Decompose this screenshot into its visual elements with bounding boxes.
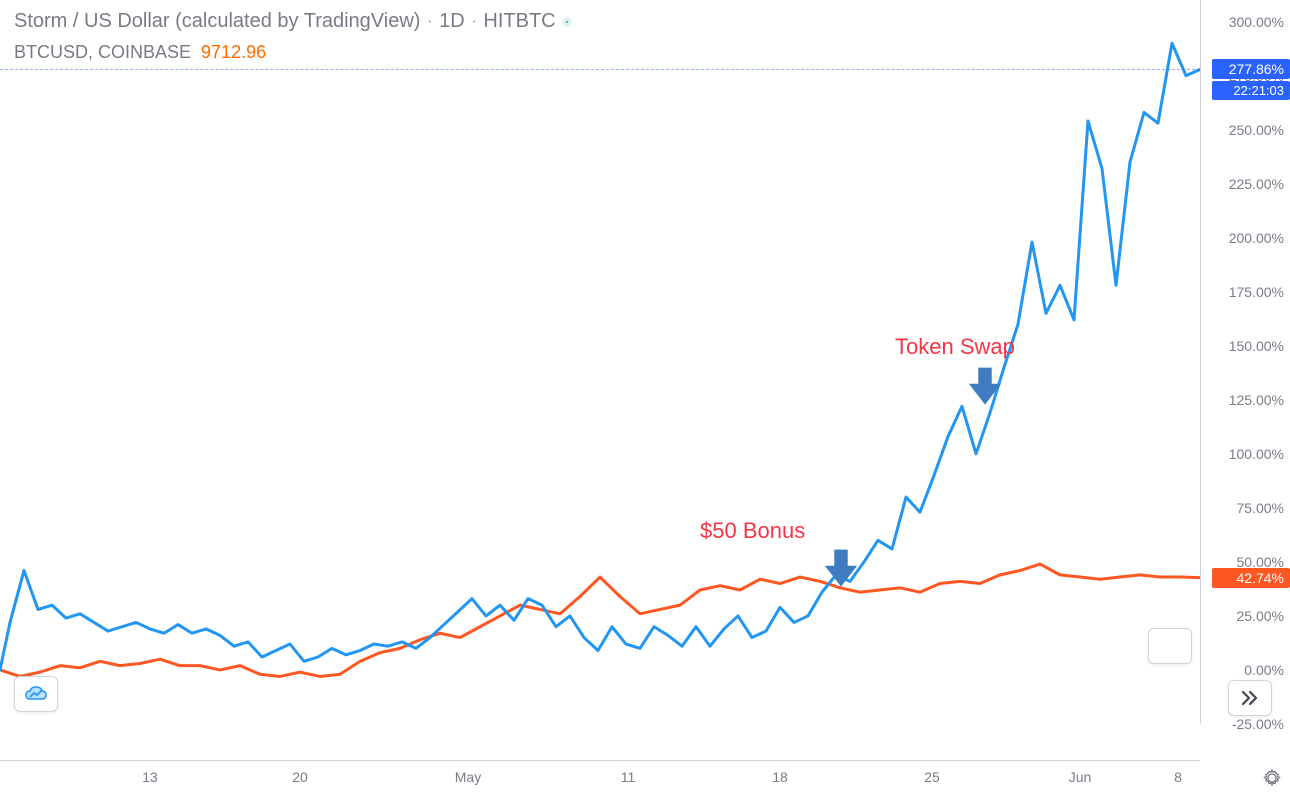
chart-svg xyxy=(0,0,1200,760)
x-tick-label: 8 xyxy=(1174,769,1182,785)
y-tick-label: 250.00% xyxy=(1229,122,1284,138)
y-tick-label: 200.00% xyxy=(1229,230,1284,246)
x-tick-label: Jun xyxy=(1069,769,1092,785)
y-axis[interactable]: -25.00%0.00%25.00%50.00%75.00%100.00%125… xyxy=(1200,0,1290,724)
chevron-double-right-icon xyxy=(1240,690,1260,706)
y-tick-label: 75.00% xyxy=(1237,500,1284,516)
y-tick-label: 150.00% xyxy=(1229,338,1284,354)
countdown-tag: 22:21:03 xyxy=(1212,81,1290,100)
x-tick-label: 11 xyxy=(621,769,636,785)
cloud-chart-icon xyxy=(24,685,48,703)
chart-annotation: Token Swap xyxy=(895,334,1015,360)
y-tick-label: 25.00% xyxy=(1237,608,1284,624)
gear-icon xyxy=(1262,768,1282,788)
y-tick-label: 100.00% xyxy=(1229,446,1284,462)
y-tick-label: 175.00% xyxy=(1229,284,1284,300)
last-price-line xyxy=(0,69,1200,70)
x-tick-label: 20 xyxy=(292,769,308,785)
settings-button[interactable] xyxy=(1258,764,1286,792)
x-tick-label: May xyxy=(455,769,481,785)
x-tick-label: 18 xyxy=(772,769,788,785)
y-tick-label: 125.00% xyxy=(1229,392,1284,408)
goto-last-button[interactable] xyxy=(1148,628,1192,664)
scroll-to-end-button[interactable] xyxy=(1228,680,1272,716)
chart-plot[interactable]: $50 Bonus Token Swap xyxy=(0,0,1200,760)
y-tick-label: 0.00% xyxy=(1244,662,1284,678)
arrow-down-icon xyxy=(968,366,1002,406)
tradingview-logo-button[interactable] xyxy=(14,676,58,712)
x-tick-label: 13 xyxy=(142,769,158,785)
x-axis[interactable]: 13 20 May 11 18 25 Jun 8 xyxy=(0,760,1200,796)
arrow-down-icon xyxy=(824,548,858,588)
y-tick-label: -25.00% xyxy=(1232,716,1284,732)
y-tick-label: 300.00% xyxy=(1229,14,1284,30)
x-tick-label: 25 xyxy=(924,769,940,785)
y-tick-label: 225.00% xyxy=(1229,176,1284,192)
chart-annotation: $50 Bonus xyxy=(700,518,805,544)
last-value-tag-series2: 42.74% xyxy=(1212,568,1290,588)
last-value-tag-series1: 277.86% xyxy=(1212,59,1290,79)
